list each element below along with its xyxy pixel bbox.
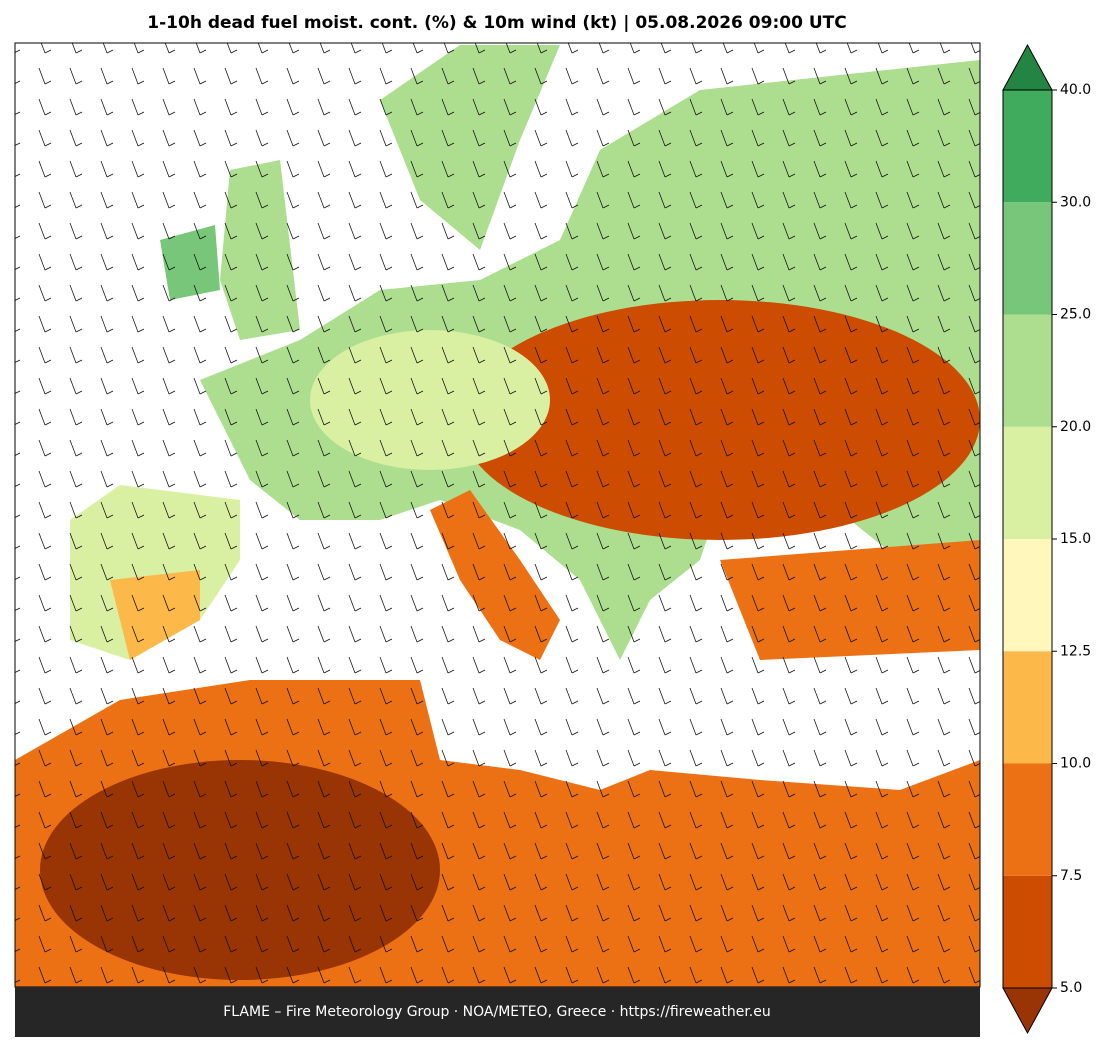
colorbar-tick-label: 7.5 xyxy=(1060,868,1082,884)
footer-bar xyxy=(15,987,980,1037)
colorbar-tick-label: 5.0 xyxy=(1060,980,1082,996)
colorbar-segment xyxy=(1003,875,1052,988)
colorbar-tick-label: 30.0 xyxy=(1060,194,1091,210)
colorbar-segment xyxy=(1003,314,1052,427)
colorbar-over xyxy=(1002,43,1053,91)
colorbar-tick-label: 20.0 xyxy=(1060,419,1091,435)
title: 1-10h dead fuel moist. cont. (%) & 10m w… xyxy=(147,13,846,33)
colorbar-segment xyxy=(1003,90,1052,203)
map xyxy=(15,43,980,987)
colorbar-tick-label: 12.5 xyxy=(1060,643,1091,659)
colorbar-segment xyxy=(1003,763,1052,876)
wind-barbs xyxy=(15,43,980,987)
colorbar-under xyxy=(1002,987,1053,1035)
footer-text: FLAME – Fire Meteorology Group · NOA/MET… xyxy=(223,1004,771,1020)
colorbar-segment xyxy=(1003,651,1052,764)
colorbar-segment xyxy=(1003,539,1052,652)
colorbar-tick-label: 10.0 xyxy=(1060,756,1091,772)
colorbar-segment xyxy=(1003,202,1052,315)
colorbar-tick-label: 15.0 xyxy=(1060,531,1091,547)
colorbar: 5.0 7.5 10.0 12.5 15.0 20.0 25.0 30.0 40.0 xyxy=(1002,43,1091,1035)
colorbar-segment xyxy=(1003,426,1052,539)
colorbar-tick-label: 25.0 xyxy=(1060,307,1091,323)
colorbar-tick-label: 40.0 xyxy=(1060,82,1091,98)
